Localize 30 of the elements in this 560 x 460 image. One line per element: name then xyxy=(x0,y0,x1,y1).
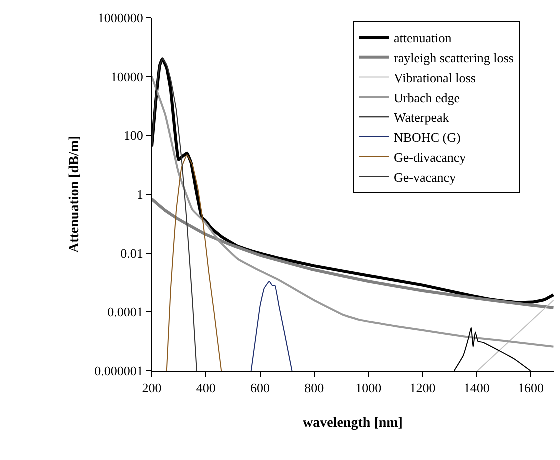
legend-label: NBOHC (G) xyxy=(394,130,461,146)
line-series xyxy=(152,58,198,371)
line-series xyxy=(152,198,554,310)
legend-label: attenuation xyxy=(394,30,452,46)
x-axis-title: wavelength [nm] xyxy=(303,416,403,431)
y-tick-label: 0.01 xyxy=(120,246,144,261)
x-tick-label: 1400 xyxy=(464,380,490,396)
legend-label: Ge-divacancy xyxy=(394,150,467,165)
y-tick-label: 1000000 xyxy=(98,10,144,26)
x-tick-label: 1000 xyxy=(356,380,382,396)
legend-label: Vibrational loss xyxy=(394,70,476,86)
y-tick-label: 100 xyxy=(124,128,144,144)
legend-label: rayleigh scattering loss xyxy=(394,50,514,66)
y-tick-label: 0.000001 xyxy=(94,364,144,379)
line-series xyxy=(166,154,222,371)
y-axis-title: Attenuation [dB/m] xyxy=(67,136,82,254)
x-tick-label: 1600 xyxy=(518,380,544,396)
legend-label: Urbach edge xyxy=(394,90,460,106)
y-tick-label: 1 xyxy=(136,187,144,202)
x-tick-label: 1200 xyxy=(410,380,436,396)
legend-label: Waterpeak xyxy=(394,110,450,126)
x-tick-label: 400 xyxy=(196,380,216,396)
y-tick-label: 10000 xyxy=(110,69,144,84)
line-series xyxy=(152,76,554,348)
legend-label: Ge-vacancy xyxy=(394,170,457,185)
line-series xyxy=(250,281,293,371)
x-tick-label: 200 xyxy=(142,380,162,396)
x-tick-label: 800 xyxy=(304,380,324,396)
x-tick-label: 600 xyxy=(250,380,270,396)
y-tick-label: 0.0001 xyxy=(108,304,144,320)
